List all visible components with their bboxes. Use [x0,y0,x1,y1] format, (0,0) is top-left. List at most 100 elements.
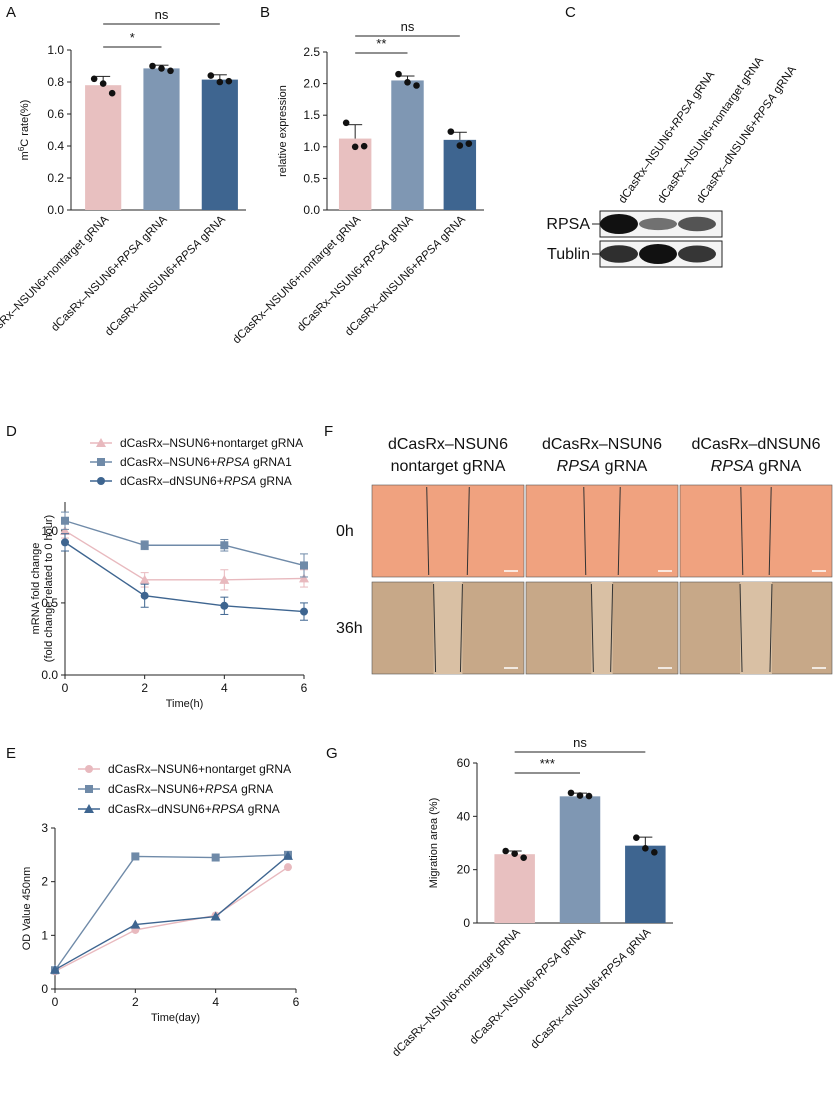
y-axis-label-pre: m [19,151,31,160]
lane-label-post: gRNA [770,64,799,99]
column-header-text: gRNA [754,458,801,475]
bar [85,85,122,210]
x-category-label: dCasRx–NSUN6+RPSA gRNA [468,926,589,1047]
micrograph [371,484,525,578]
data-point [520,854,527,861]
data-point [456,142,464,149]
scratch-edge [740,486,744,576]
data-point [220,601,229,610]
significance-label: *** [540,756,555,771]
x-tick-label: 6 [293,995,300,1009]
data-point [61,538,69,547]
legend-label-it: RPSA [217,455,250,469]
chart-e-line: 0 1 2 3 0 2 4 6 Time(day) OD Value 450nm dCasRx–NS… [21,762,300,1024]
y-tick-label: 0.5 [303,171,320,185]
legend-label: dCasRx–NSUN6+nontarget gRNA [120,436,303,450]
y-tick-label: 0 [463,916,470,930]
legend-label-post: gRNA [238,782,273,796]
blot-band [600,214,638,234]
y-axis-label: relative expression [277,85,289,177]
y-tick-label: 1.0 [41,524,58,538]
data-point [60,525,70,535]
y-tick-label: 3 [41,821,48,835]
y-axis-label-2: (fold change related to 0 hour) [43,515,55,662]
legend-label-pre: dCasRx–NSUN6+ [108,782,205,796]
chart-g-bar: 0 20 40 60 Migration area (%) dCasRx–NSUN6+no… [390,735,673,1059]
data-point [140,541,149,550]
series-line [64,541,305,613]
data-point [447,128,455,135]
y-tick-label: 1.0 [303,140,320,154]
y-tick-label: 0.2 [47,171,64,185]
data-point [139,574,150,584]
data-point [395,70,402,78]
legend-label-pre: dCasRx–NSUN6+nontarget gRNA [108,762,291,776]
column-header: dCasRx–NSUN6 [388,436,508,453]
legend-label-pre: dCasRx–dNSUN6+ [108,802,212,816]
data-point [61,516,69,525]
legend-label-post: gRNA [256,474,291,488]
data-point [130,919,141,929]
series-line [54,855,289,971]
x-category-label-post: gRNA [436,213,469,246]
significance-label: * [130,30,135,45]
y-tick-label: 20 [457,863,471,877]
x-category-label: dCasRx–dNSUN6+RPSA gRNA [103,213,228,338]
x-category-label: dCasRx–NSUN6+RPSA gRNA [49,213,170,334]
data-point [216,78,224,86]
series-line [64,530,305,581]
y-axis-label: m6C rate(%) [17,100,32,161]
scratch-edge [610,583,614,673]
data-point [511,850,518,857]
x-category-label-pre: dCasRx–dNSUN6+ [529,973,608,1052]
legend-label: dCasRx–NSUN6+RPSA gRNA [108,782,273,796]
micrograph [525,484,679,578]
y-tick-label: 0.0 [47,203,64,217]
scratch-assay-f: dCasRx–NSUN6 nontarget gRNA dCasRx–NSUN6 RP… [336,436,833,675]
x-category-label-post: gRNA [383,213,416,246]
column-header-2: RPSA gRNA [711,458,802,475]
blot-row-label: RPSA [546,216,590,233]
legend-label-pre: dCasRx–dNSUN6+ [120,474,224,488]
x-category-label-post: gRNA [196,213,229,246]
data-point [220,541,229,550]
chart-d-line: 0.0 0.5 1.0 0 2 4 6 Time(h) mRNA fold change (fol… [30,436,309,710]
panel-label-f: F [324,423,333,440]
chart-b-bar: 0.0 0.5 1.0 1.5 2.0 2.5 relative expression dCa… [231,19,484,346]
legend-label-post: gRNA [244,802,279,816]
panel-label-c: C [565,4,576,21]
x-category-label-pre: dCasRx–NSUN6+nontarget gRNA [390,926,523,1059]
data-point [651,849,658,856]
column-header: dCasRx–NSUN6 [542,436,662,453]
western-blot-c: dCasRx–NSUN6+RPSA gRNAdCasRx–NSUN6+nonta… [546,55,799,268]
series-line [54,854,288,971]
x-category-label-post: gRNA [556,926,589,959]
scratch-gap [740,582,772,674]
x-tick-label: 0 [62,681,69,695]
y-tick-label: 0.6 [47,107,64,121]
x-category-label-post: gRNA [137,213,170,246]
data-point [404,79,411,86]
column-header-it: RPSA [711,458,755,475]
legend-marker [96,438,106,447]
legend-label-it: RPSA [205,782,238,796]
legend-label-it: RPSA [212,802,245,816]
panel-label-d: D [6,423,17,440]
x-category-label: dCasRx–NSUN6+nontarget gRNA [390,926,523,1059]
bar [494,854,535,923]
data-point [207,72,215,79]
row-label: 0h [336,523,354,540]
y-tick-label: 1.0 [47,43,64,57]
y-axis-label: mRNA fold change [30,543,42,635]
y-tick-label: 2 [41,875,48,889]
y-tick-label: 60 [457,756,471,770]
blot-band [600,245,638,263]
data-point [360,142,368,150]
bar [201,79,238,210]
y-tick-label: 1.5 [303,108,320,122]
panel-label-a: A [6,4,16,21]
data-point [502,847,509,855]
data-point [282,850,293,860]
y-tick-label: 0.4 [47,139,64,153]
